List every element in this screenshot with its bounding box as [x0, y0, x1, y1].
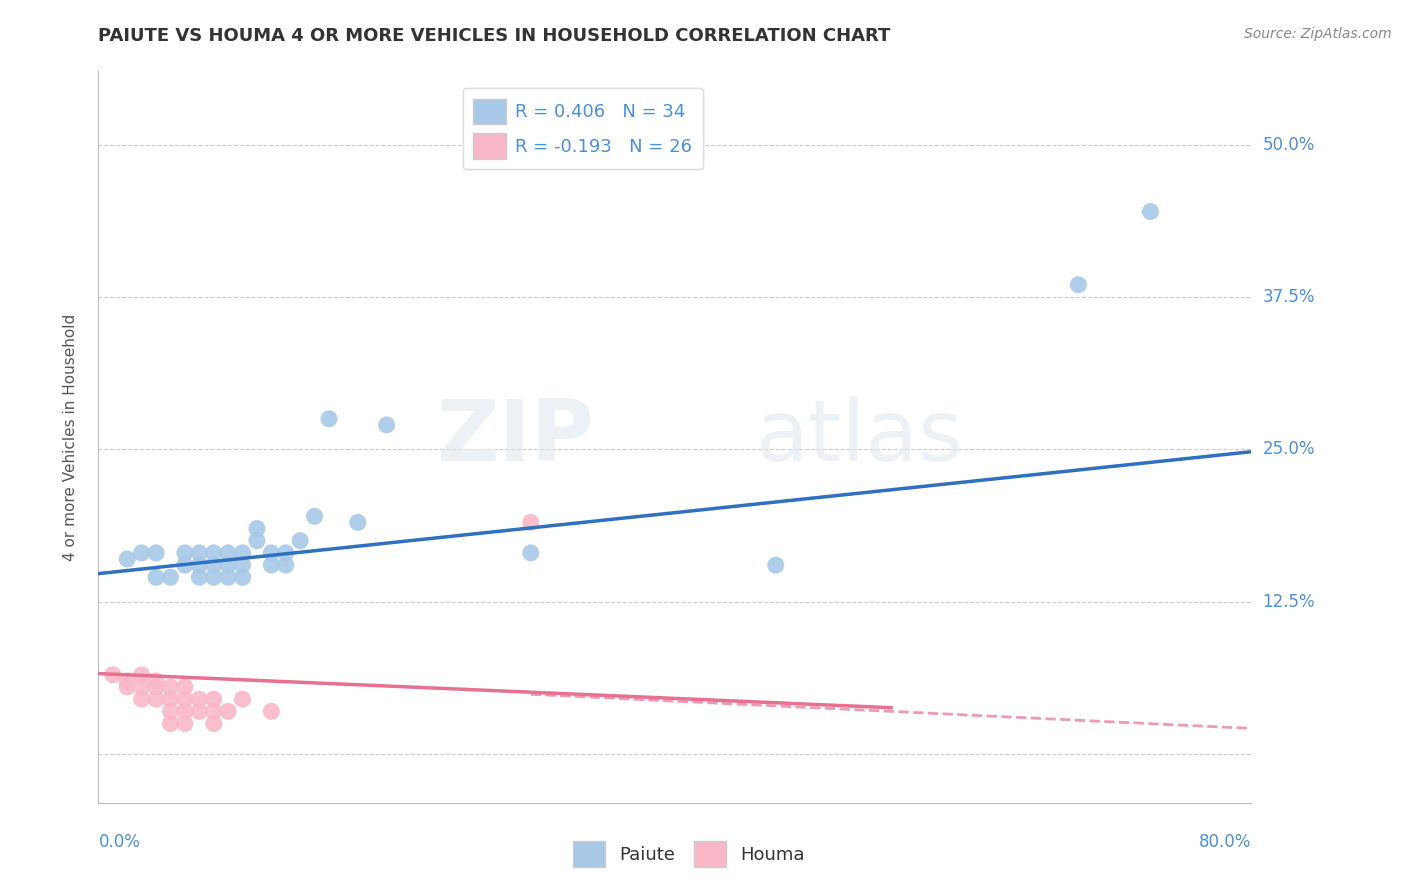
Text: 0.0%: 0.0%	[98, 833, 141, 851]
Point	[174, 558, 197, 573]
Point	[159, 570, 181, 584]
Point	[231, 570, 254, 584]
Point	[131, 546, 153, 560]
Text: PAIUTE VS HOUMA 4 OR MORE VEHICLES IN HOUSEHOLD CORRELATION CHART: PAIUTE VS HOUMA 4 OR MORE VEHICLES IN HO…	[98, 27, 891, 45]
Point	[145, 570, 167, 584]
Point	[260, 546, 283, 560]
Point	[765, 558, 787, 573]
Point	[202, 558, 225, 573]
Point	[159, 705, 181, 719]
Point	[188, 570, 211, 584]
Point	[131, 667, 153, 681]
Point	[260, 558, 283, 573]
Point	[145, 692, 167, 706]
Point	[231, 546, 254, 560]
Point	[231, 692, 254, 706]
Point	[202, 716, 225, 731]
Point	[174, 716, 197, 731]
Point	[274, 546, 297, 560]
Point	[1139, 204, 1161, 219]
Point	[318, 412, 340, 426]
Y-axis label: 4 or more Vehicles in Household: 4 or more Vehicles in Household	[63, 313, 77, 561]
Point	[1067, 277, 1090, 292]
Point	[145, 673, 167, 688]
Point	[174, 705, 197, 719]
Point	[131, 680, 153, 694]
Point	[117, 552, 138, 566]
Point	[304, 509, 326, 524]
Point	[159, 692, 181, 706]
Legend: Paiute, Houma: Paiute, Houma	[565, 834, 813, 874]
Point	[246, 521, 269, 535]
Point	[145, 546, 167, 560]
Point	[174, 692, 197, 706]
Point	[346, 516, 368, 530]
Point	[159, 680, 181, 694]
Text: 25.0%: 25.0%	[1263, 441, 1315, 458]
Point	[159, 716, 181, 731]
Point	[131, 692, 153, 706]
Point	[188, 546, 211, 560]
Point	[375, 417, 398, 432]
Point	[188, 558, 211, 573]
Text: 50.0%: 50.0%	[1263, 136, 1315, 153]
Point	[188, 692, 211, 706]
Point	[217, 558, 239, 573]
Point	[117, 680, 138, 694]
Text: Source: ZipAtlas.com: Source: ZipAtlas.com	[1244, 27, 1392, 41]
Point	[217, 546, 239, 560]
Point	[101, 667, 124, 681]
Point	[274, 558, 297, 573]
Point	[260, 705, 283, 719]
Point	[520, 516, 543, 530]
Point	[246, 533, 269, 548]
Legend: R = 0.406   N = 34, R = -0.193   N = 26: R = 0.406 N = 34, R = -0.193 N = 26	[463, 87, 703, 169]
Point	[174, 546, 197, 560]
Text: 80.0%: 80.0%	[1199, 833, 1251, 851]
Point	[231, 558, 254, 573]
Text: 37.5%: 37.5%	[1263, 288, 1315, 306]
Point	[520, 546, 543, 560]
Text: ZIP: ZIP	[436, 395, 595, 479]
Text: 12.5%: 12.5%	[1263, 592, 1315, 611]
Point	[217, 570, 239, 584]
Point	[202, 692, 225, 706]
Point	[145, 680, 167, 694]
Point	[174, 680, 197, 694]
Point	[188, 705, 211, 719]
Point	[117, 673, 138, 688]
Point	[290, 533, 312, 548]
Point	[202, 705, 225, 719]
Point	[202, 546, 225, 560]
Text: atlas: atlas	[755, 395, 963, 479]
Point	[202, 570, 225, 584]
Point	[217, 705, 239, 719]
